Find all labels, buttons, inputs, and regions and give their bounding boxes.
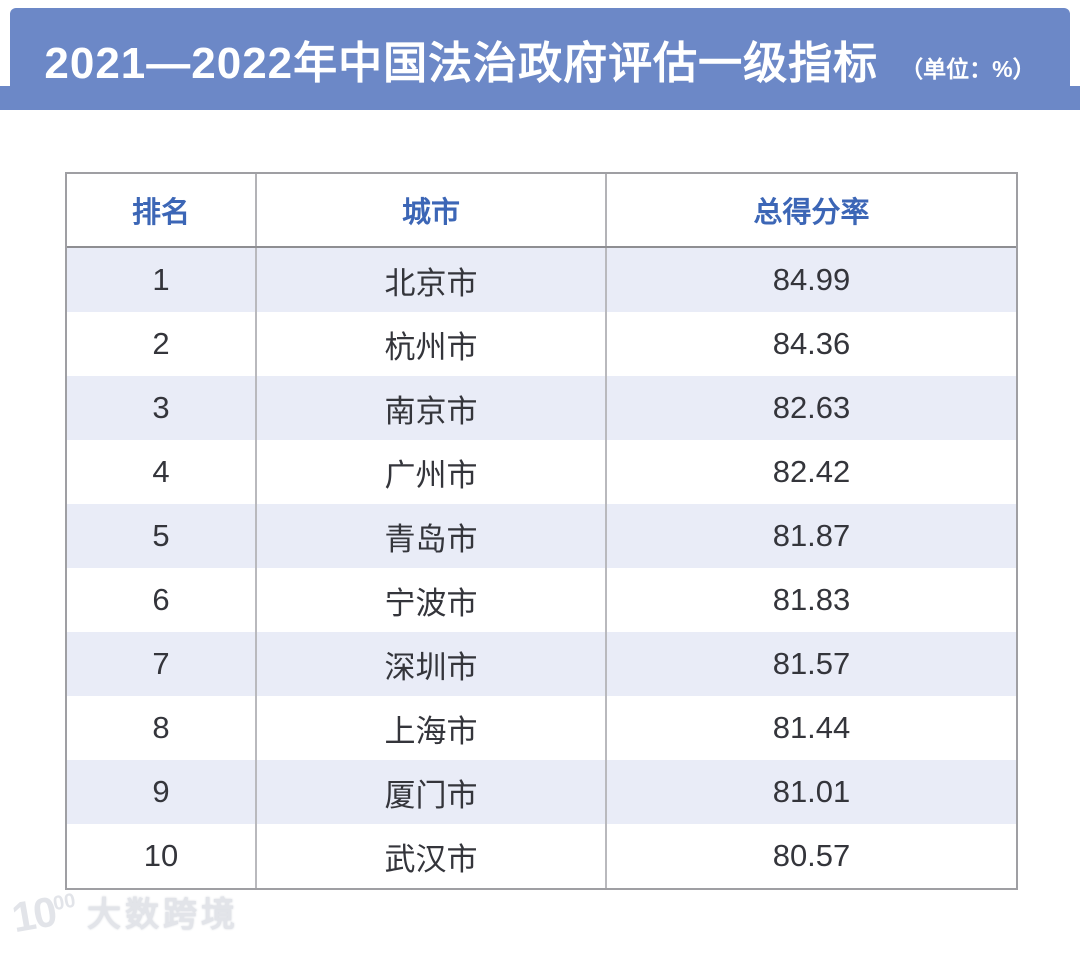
ranking-table: 排名 城市 总得分率 1 北京市 84.99 2 杭州市 84.36 3 南京市…	[65, 172, 1018, 890]
rank-cell: 3	[67, 376, 257, 440]
column-header-city: 城市	[257, 174, 607, 246]
score-cell: 82.63	[772, 390, 851, 425]
brand-name: 大数跨境	[86, 895, 239, 934]
table-row: 3 南京市 82.63	[67, 376, 1016, 440]
table-header-row: 排名 城市 总得分率	[67, 174, 1016, 248]
score-cell: 84.36	[772, 326, 851, 361]
title-banner: 2021—2022年中国法治政府评估一级指标 （单位：%）	[10, 8, 1070, 110]
rank-cell: 10	[67, 824, 257, 888]
table-row: 2 杭州市 84.36	[67, 312, 1016, 376]
score-cell: 81.57	[772, 646, 851, 681]
score-cell: 81.87	[772, 518, 851, 553]
column-header-rank: 排名	[67, 174, 257, 246]
column-header-score: 总得分率	[753, 197, 870, 229]
brand-watermark: 1000 大数跨境	[8, 888, 239, 942]
city-cell: 杭州市	[257, 312, 607, 376]
unit-note: （单位：%）	[900, 56, 1036, 82]
city-cell: 上海市	[257, 696, 607, 760]
city-cell: 深圳市	[257, 632, 607, 696]
rank-cell: 1	[67, 248, 257, 312]
city-cell: 青岛市	[257, 504, 607, 568]
city-cell: 宁波市	[257, 568, 607, 632]
page-title: 2021—2022年中国法治政府评估一级指标	[44, 39, 879, 88]
city-cell: 南京市	[257, 376, 607, 440]
city-cell: 广州市	[257, 440, 607, 504]
score-cell: 81.83	[772, 582, 851, 617]
rank-cell: 4	[67, 440, 257, 504]
table-row: 4 广州市 82.42	[67, 440, 1016, 504]
table-row: 7 深圳市 81.57	[67, 632, 1016, 696]
brand-icon: 1000	[8, 887, 78, 942]
table-row: 10 武汉市 80.57	[67, 824, 1016, 888]
score-cell: 81.44	[772, 710, 851, 745]
table-row: 8 上海市 81.44	[67, 696, 1016, 760]
city-cell: 北京市	[257, 248, 607, 312]
table-row: 5 青岛市 81.87	[67, 504, 1016, 568]
score-cell: 80.57	[772, 838, 851, 873]
rank-cell: 5	[67, 504, 257, 568]
table-row: 6 宁波市 81.83	[67, 568, 1016, 632]
rank-cell: 7	[67, 632, 257, 696]
table-row: 1 北京市 84.99	[67, 248, 1016, 312]
score-cell: 82.42	[772, 454, 851, 489]
score-cell: 81.01	[772, 774, 851, 809]
rank-cell: 8	[67, 696, 257, 760]
city-cell: 厦门市	[257, 760, 607, 824]
table-row: 9 厦门市 81.01	[67, 760, 1016, 824]
rank-cell: 6	[67, 568, 257, 632]
score-cell: 84.99	[772, 262, 851, 297]
rank-cell: 9	[67, 760, 257, 824]
rank-cell: 2	[67, 312, 257, 376]
city-cell: 武汉市	[257, 824, 607, 888]
